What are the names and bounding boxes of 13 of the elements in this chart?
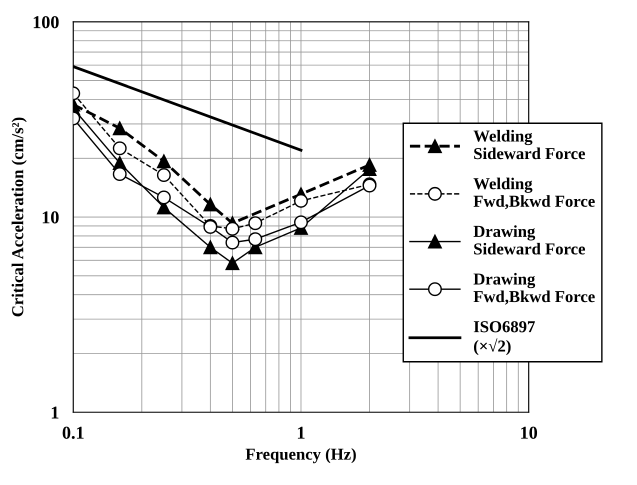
y-tick-label: 100 — [34, 16, 59, 28]
x-tick-label: 0.1 — [62, 426, 84, 439]
x-tick-label: 10 — [521, 426, 538, 439]
legend-label: Drawing Sideward Force — [474, 225, 586, 255]
y-tick-label: 1 — [52, 406, 58, 419]
x-axis-title: Frequency (Hz) — [246, 448, 356, 464]
legend-label: Welding Fwd,Bkwd Force — [474, 178, 595, 210]
y-tick-label: 10 — [42, 211, 59, 224]
legend-label: ISO6897 (×√2) — [474, 321, 535, 356]
legend-label: Drawing Fwd,Bkwd Force — [474, 272, 595, 305]
legend-label: Welding Sideward Force — [474, 130, 586, 160]
x-tick-label: 1 — [298, 426, 305, 439]
y-axis-title: Critical Acceleration (cm/s²) — [12, 118, 27, 316]
